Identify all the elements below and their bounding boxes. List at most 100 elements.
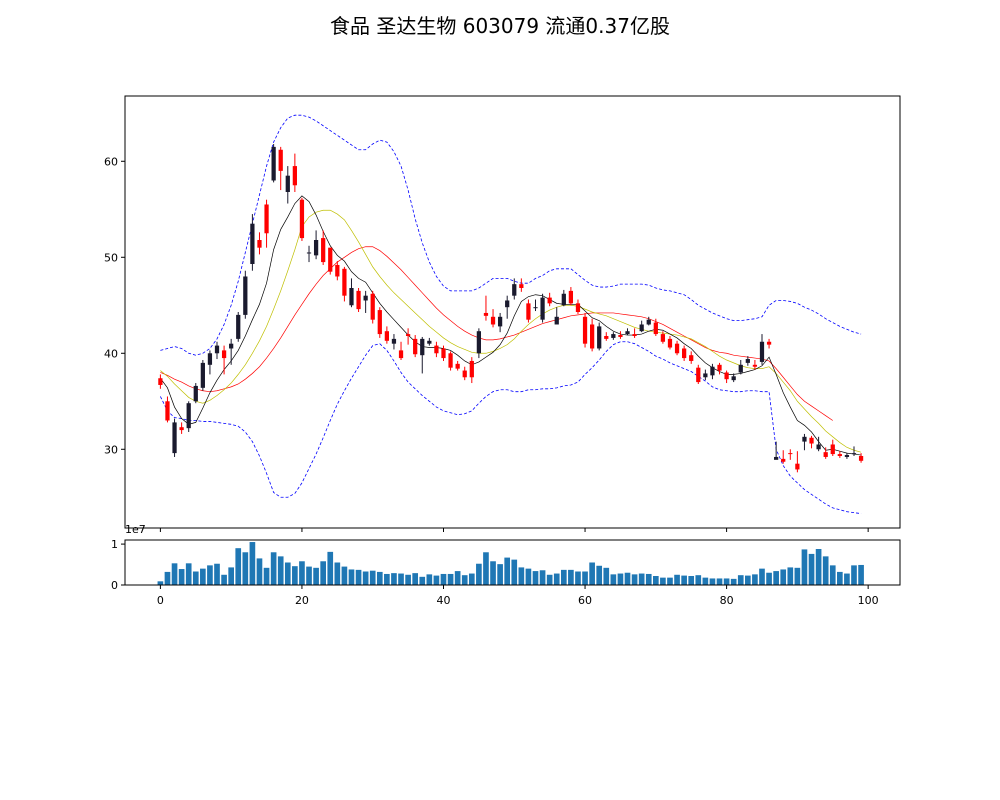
candle-body <box>264 204 269 234</box>
volume-bar <box>688 576 695 585</box>
volume-bar <box>207 565 213 585</box>
candle-body <box>830 444 835 455</box>
candle-body <box>512 284 517 296</box>
candle-body <box>590 324 595 349</box>
volume-bar <box>837 571 843 585</box>
volume-bar <box>752 574 758 585</box>
volume-bar <box>256 558 263 585</box>
x-tick-label: 40 <box>436 594 450 607</box>
candle <box>434 341 439 358</box>
candle-body <box>660 334 666 342</box>
candle-body <box>625 331 630 335</box>
volume-bar <box>376 571 383 585</box>
candle-body <box>858 456 864 461</box>
candle-body <box>766 341 772 345</box>
candle-body <box>285 175 290 192</box>
candle-body <box>646 319 651 325</box>
volume-panel-frame <box>124 539 901 586</box>
volume-bar <box>334 562 341 585</box>
candle <box>292 153 297 192</box>
candle <box>731 373 736 383</box>
price-panel: 30 40 50 60 <box>104 95 901 529</box>
volume-bar <box>192 571 199 585</box>
ma5-line <box>160 195 862 456</box>
candle-body <box>257 240 262 248</box>
volume-bar <box>178 569 185 585</box>
candle <box>858 453 864 463</box>
candle-body <box>667 338 673 348</box>
volume-bar <box>171 563 178 585</box>
candle <box>533 299 538 312</box>
candle <box>660 331 666 344</box>
volume-bar <box>730 578 737 585</box>
candle-body <box>420 338 425 356</box>
volume-bar <box>412 573 419 585</box>
volume-bar <box>759 568 765 585</box>
candle <box>802 433 807 451</box>
candle-body <box>816 444 821 450</box>
volume-bar <box>185 563 192 585</box>
volume-bar <box>511 559 518 585</box>
volume-bar <box>858 564 864 585</box>
candle <box>575 299 581 314</box>
candle-body <box>674 343 680 354</box>
candle <box>703 369 708 381</box>
candle <box>342 266 347 302</box>
volume-bar <box>518 567 525 585</box>
volume-bar <box>320 561 327 585</box>
candle-body <box>299 199 305 239</box>
lower-band-line <box>160 341 862 514</box>
candle <box>547 292 552 307</box>
candle-body <box>441 348 446 359</box>
candle <box>490 309 496 328</box>
candle <box>745 356 750 366</box>
candle <box>229 338 234 365</box>
candle <box>349 278 354 308</box>
volume-bar <box>716 578 723 585</box>
candle-body <box>632 334 637 336</box>
candle <box>738 360 743 375</box>
candle <box>165 396 170 423</box>
candle <box>717 362 722 375</box>
candle-body <box>356 290 361 310</box>
volume-bar <box>546 574 553 585</box>
volume-bar <box>780 569 787 585</box>
x-tick-label: 100 <box>858 594 879 607</box>
candle <box>689 351 694 364</box>
candle <box>611 332 616 340</box>
volume-bar <box>299 561 305 585</box>
candle-body <box>398 350 404 359</box>
candle <box>278 146 283 191</box>
volume-bar <box>426 574 433 585</box>
candle <box>221 345 227 375</box>
candle <box>420 336 425 374</box>
candle-body <box>313 240 319 256</box>
volume-bar <box>313 567 319 585</box>
candle <box>476 328 482 359</box>
candle <box>391 334 397 350</box>
candle <box>844 453 850 459</box>
candle-body <box>193 385 198 402</box>
price-tick-label: 50 <box>104 251 118 264</box>
candle-body <box>271 146 276 181</box>
candle <box>356 288 361 312</box>
candle <box>781 450 786 464</box>
candle-body <box>519 284 524 288</box>
candle-body <box>851 453 857 455</box>
candle-body <box>575 303 581 312</box>
candle <box>837 451 842 458</box>
candle <box>172 418 177 457</box>
volume-bar <box>263 567 270 585</box>
x-tick-label: 0 <box>157 594 164 607</box>
candle-body <box>342 268 347 296</box>
volume-panel: 01 1e7 <box>111 523 901 592</box>
candle-body <box>236 314 241 339</box>
volume-bar <box>610 574 617 585</box>
volume-bar <box>702 577 709 585</box>
x-tick-label: 20 <box>295 594 309 607</box>
volume-bar <box>200 568 206 585</box>
candle-body <box>207 353 213 365</box>
candle-body <box>724 372 729 380</box>
candle <box>384 326 389 344</box>
volume-bar <box>723 578 730 585</box>
